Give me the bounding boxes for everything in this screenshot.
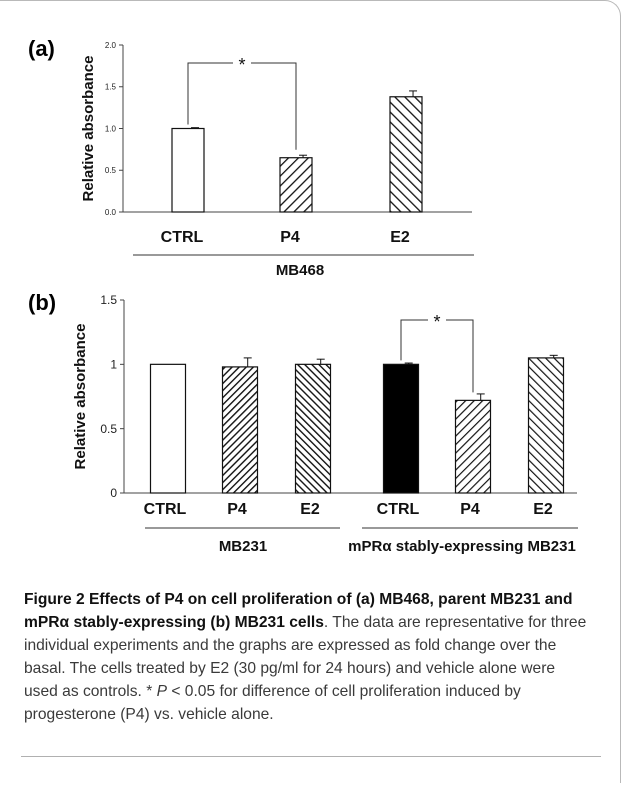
c1-significance-mask bbox=[428, 312, 446, 328]
c1-y-tick-label: 1.5 bbox=[100, 293, 117, 307]
c0-y-tick-label: 0.5 bbox=[105, 166, 117, 175]
c1-bar bbox=[454, 399, 492, 494]
c0-y-tick-label: 0.0 bbox=[105, 208, 117, 217]
c0-category-label: E2 bbox=[390, 229, 410, 246]
plot-area-b: 0 0.5 1 1.5 Relative absorbance CTRL P4 E2 CTRL P… bbox=[72, 293, 578, 555]
chart-a: (a) 0.0 0.5 1.0 1.5 2.0 Relative absorbance CT… bbox=[28, 36, 474, 279]
c1-y-tick-label: 1 bbox=[110, 358, 117, 372]
c1-bar bbox=[527, 357, 565, 494]
plot-area-a: 0.0 0.5 1.0 1.5 2.0 Relative absorbance CTRL P4… bbox=[80, 41, 474, 279]
c0-y-tick-label: 1.0 bbox=[105, 124, 117, 133]
c1-category-label: E2 bbox=[300, 501, 320, 518]
c1-category-label: P4 bbox=[460, 501, 480, 518]
panel-label-a: (a) bbox=[28, 36, 55, 61]
c0-significance-label: * bbox=[238, 55, 245, 75]
c1-category-label: CTRL bbox=[144, 501, 187, 518]
c0-bar bbox=[171, 127, 205, 213]
c1-bar bbox=[149, 363, 187, 494]
c1-y-tick-label: 0 bbox=[110, 486, 117, 500]
c0-group-label: MB468 bbox=[276, 262, 324, 279]
c1-group-label: MB231 bbox=[219, 538, 267, 555]
caption-body-2: < 0.05 for difference of cell proliferat… bbox=[24, 683, 521, 723]
c1-category-label: E2 bbox=[533, 501, 553, 518]
caption-title: Figure 2 Effects of P4 on cell prolifera… bbox=[24, 591, 573, 631]
chart-b: (b) 0 0.5 1 1.5 Relative absorbance CTRL P4 E2 C… bbox=[28, 290, 578, 555]
caption-p-symbol: P bbox=[156, 683, 168, 700]
c1-y-tick-label: 0.5 bbox=[100, 422, 117, 436]
c0-y-tick-label: 1.5 bbox=[105, 83, 117, 92]
c1-bar bbox=[294, 363, 332, 494]
c0-bar bbox=[389, 96, 423, 213]
c0-bar bbox=[279, 157, 313, 213]
c1-group-label: mPRα stably-expressing MB231 bbox=[348, 538, 576, 555]
c0-category-label: P4 bbox=[280, 229, 300, 246]
c1-significance-label: * bbox=[433, 312, 440, 332]
c1-bar bbox=[221, 366, 259, 494]
c1-y-axis-title: Relative absorbance bbox=[72, 324, 89, 470]
c0-y-axis-title: Relative absorbance bbox=[80, 56, 97, 202]
caption-body-1: . The data are representative for three … bbox=[24, 614, 587, 700]
c0-category-label: CTRL bbox=[161, 229, 204, 246]
figure-caption: Figure 2 Effects of P4 on cell prolifera… bbox=[24, 588, 592, 726]
bottom-rule bbox=[21, 756, 601, 757]
c1-category-label: P4 bbox=[227, 501, 247, 518]
c1-category-label: CTRL bbox=[377, 501, 420, 518]
c1-bar bbox=[382, 363, 420, 494]
c0-significance-mask bbox=[233, 55, 251, 71]
c0-y-tick-label: 2.0 bbox=[105, 41, 117, 50]
panel-label-b: (b) bbox=[28, 290, 56, 315]
